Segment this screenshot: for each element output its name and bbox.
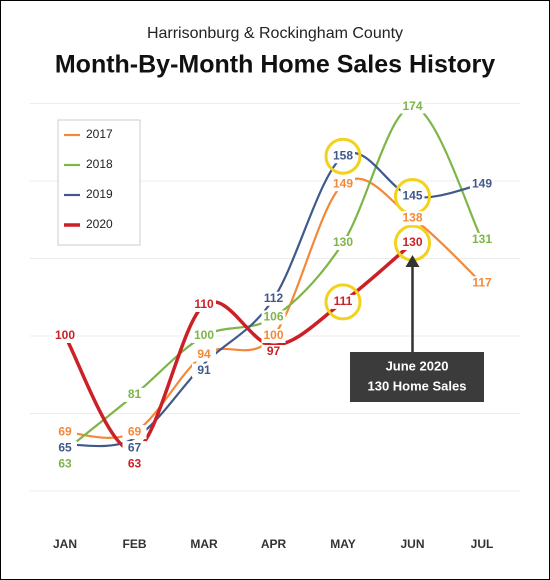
legend-label: 2020: [86, 217, 113, 231]
value-label-bg: [331, 149, 355, 164]
highlight-circle: [324, 283, 362, 321]
value-label-bg: [192, 363, 216, 378]
value-label-bg: [53, 457, 77, 472]
value-label-bg: [192, 329, 216, 343]
value-label: 69: [128, 424, 142, 438]
value-label: 100: [194, 328, 214, 342]
value-label: 65: [58, 440, 72, 454]
value-label: 111: [334, 294, 353, 308]
value-label-bg: [470, 177, 494, 192]
annotation-text: 130 Home Sales: [367, 378, 466, 393]
value-label: 158: [333, 148, 353, 162]
value-label: 145: [402, 189, 422, 203]
x-tick-label: JUL: [471, 537, 494, 551]
value-label-bg: [192, 347, 216, 362]
value-label: 91: [197, 363, 211, 377]
value-label-bg: [261, 329, 286, 343]
value-label: 130: [402, 235, 422, 249]
value-label: 97: [267, 344, 281, 358]
legend: 2017 2018 2019 2020: [64, 127, 113, 231]
annotation-arrowhead: [405, 255, 420, 267]
annotation-box: [350, 352, 484, 402]
legend-label: 2019: [86, 187, 113, 201]
value-label-bg: [122, 457, 147, 472]
value-label-bg: [470, 232, 494, 247]
value-label: 94: [197, 347, 211, 361]
value-label: 112: [264, 291, 284, 305]
marks: 69 69 94 100 149 138 117 63 81 100 106 130 174 131 65 6…: [53, 99, 494, 472]
legend-label: 2018: [86, 157, 113, 171]
value-label: 149: [333, 176, 353, 190]
value-label-bg: [400, 236, 425, 250]
value-label: 117: [472, 275, 492, 289]
value-label: 69: [58, 424, 72, 438]
value-label: 100: [263, 328, 283, 342]
value-label: 106: [263, 310, 283, 324]
value-label-bg: [261, 291, 286, 306]
annotation-text: June 2020: [386, 358, 449, 373]
highlight-circle: [324, 137, 362, 175]
value-label: 81: [128, 387, 142, 401]
value-label-bg: [122, 387, 147, 402]
chart-title: Month-By-Month Home Sales History: [55, 51, 495, 79]
value-label: 138: [402, 210, 422, 224]
value-label: 63: [128, 456, 142, 470]
value-label: 174: [402, 99, 422, 113]
value-label-bg: [470, 276, 494, 291]
value-label: 110: [194, 297, 214, 311]
value-label: 130: [333, 235, 353, 249]
value-label-bg: [400, 99, 425, 114]
value-label-bg: [122, 441, 147, 456]
value-label-bg: [261, 345, 286, 359]
x-tick-label: JUN: [400, 537, 424, 551]
chart-subtitle: Harrisonburg & Rockingham County: [147, 25, 403, 42]
value-label: 67: [128, 440, 142, 454]
value-label: 149: [472, 176, 492, 190]
x-tick-label: MAY: [330, 537, 356, 551]
x-tick-label: JAN: [53, 537, 77, 551]
x-tick-label: FEB: [123, 537, 147, 551]
value-label-bg: [400, 211, 425, 226]
x-tick-label: MAR: [190, 537, 218, 551]
value-label-bg: [331, 236, 355, 250]
legend-label: 2017: [86, 127, 113, 141]
value-label-bg: [53, 441, 77, 456]
x-tick-label: APR: [261, 537, 287, 551]
value-label-bg: [331, 177, 355, 192]
value-label-bg: [122, 425, 147, 440]
value-label-bg: [400, 189, 425, 204]
value-label-bg: [53, 329, 77, 343]
value-label-bg: [331, 294, 355, 309]
value-label-bg: [192, 298, 216, 312]
value-label: 63: [58, 456, 72, 470]
value-label: 100: [55, 328, 75, 342]
value-label-bg: [53, 425, 77, 440]
value-label-bg: [261, 310, 286, 325]
value-label: 131: [472, 232, 492, 246]
